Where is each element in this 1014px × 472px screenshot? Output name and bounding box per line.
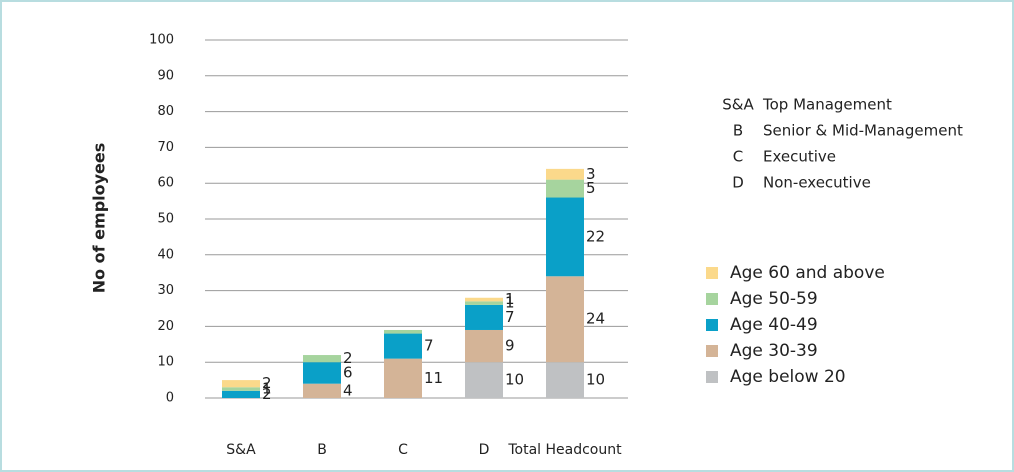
data-label: 1 [262,380,272,398]
data-label: 3 [586,165,596,183]
data-label: 10 [586,371,605,389]
legend-label: Age 40-49 [730,315,818,335]
y-tick-label: 50 [157,212,174,227]
data-label: 5 [586,179,596,197]
bar-segment [303,383,341,398]
note-code: B [733,122,743,140]
bar-segment [465,304,503,330]
bar-segment [546,168,584,180]
bar-segment [303,362,341,384]
bar-segment [546,362,584,398]
legend-label: Age 30-39 [730,341,818,361]
bar-segment [384,333,422,359]
data-label: 2 [262,374,272,392]
data-label: 22 [586,227,605,245]
bar-segment [222,387,260,391]
legend-swatch [706,267,718,279]
note-text: Senior & Mid-Management [763,122,963,140]
bar-segment [546,197,584,277]
legend-swatch [706,371,718,383]
data-label: 2 [262,385,272,403]
bar-segment [384,358,422,398]
data-label: 9 [505,337,515,355]
bar-segment [465,301,503,305]
data-label: 6 [343,363,353,381]
x-tick-label: B [317,442,327,458]
y-tick-label: 10 [157,355,174,370]
note-text: Non-executive [763,174,871,192]
legend-swatch [706,345,718,357]
data-label: 1 [505,294,515,312]
data-label: 2 [343,349,353,367]
y-tick-label: 30 [157,283,174,298]
y-tick-label: 20 [157,319,174,334]
data-label: 11 [424,369,443,387]
y-tick-label: 80 [157,104,174,119]
y-axis-title: No of employees [90,143,109,294]
legend-swatch [706,293,718,305]
note-code: D [732,174,744,192]
x-tick-label: Total Headcount [507,442,622,458]
note-code: C [733,148,743,166]
bar-segment [465,297,503,302]
data-label: 1 [505,290,515,308]
data-label: 7 [424,337,434,355]
bar-segment [222,380,260,388]
data-label: 7 [505,308,515,326]
legend-label: Age 50-59 [730,289,818,309]
note-text: Top Management [762,96,892,114]
x-tick-label: D [479,442,490,458]
data-label: 24 [586,310,605,328]
bar-segment [465,329,503,363]
x-tick-label: S&A [226,442,256,458]
y-tick-label: 60 [157,176,174,191]
x-tick-label: C [398,442,408,458]
bar-segment [465,362,503,398]
y-tick-label: 100 [149,33,174,48]
bar-segment [222,390,260,398]
data-label: 4 [343,381,353,399]
legend-swatch [706,319,718,331]
bar-segment [546,276,584,363]
y-tick-label: 90 [157,68,174,83]
y-tick-label: 0 [166,391,174,406]
y-tick-label: 70 [157,140,174,155]
y-tick-label: 40 [157,247,174,262]
bar-segment [384,329,422,334]
legend-label: Age below 20 [730,367,846,387]
bar-segment [546,179,584,198]
legend-label: Age 60 and above [730,263,885,283]
bar-segment [303,355,341,363]
data-label: 10 [505,371,524,389]
note-code: S&A [722,96,754,114]
note-text: Executive [763,148,836,166]
